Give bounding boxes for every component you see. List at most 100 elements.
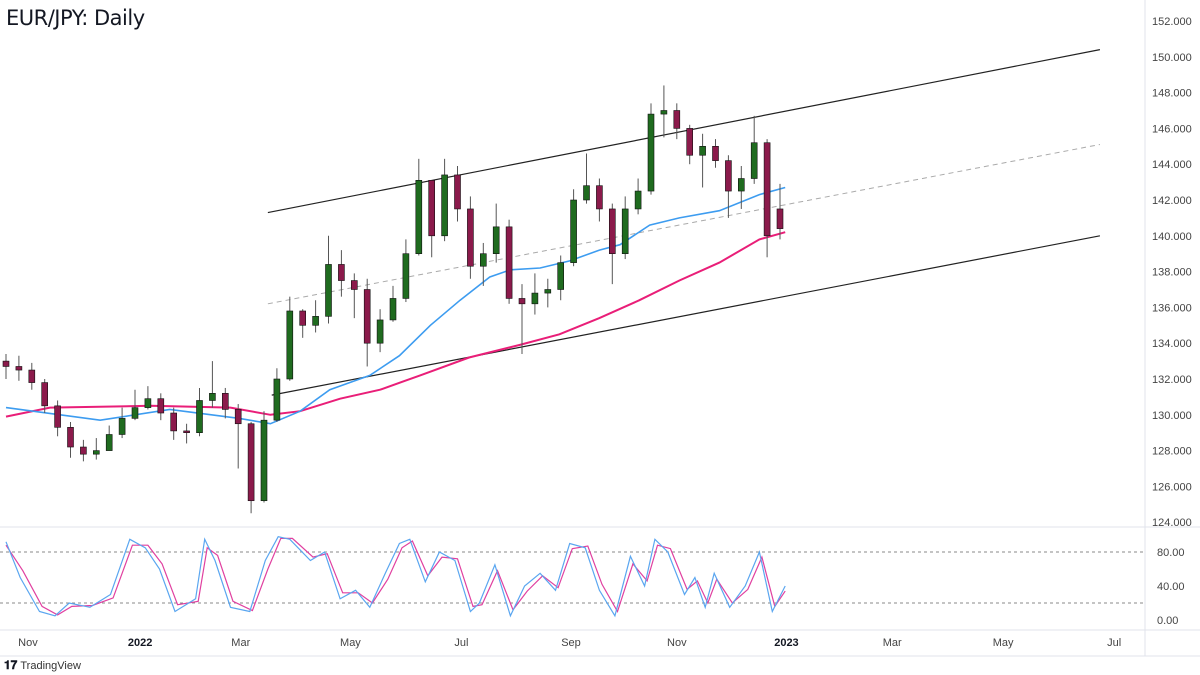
trendlines: [267, 49, 1101, 396]
stoch-tick-label: 40.00: [1157, 581, 1185, 593]
candle-up: [286, 310, 294, 380]
candle-down: [467, 208, 474, 267]
candle-up: [699, 146, 706, 156]
price-tick-label: 148.000: [1152, 88, 1192, 100]
price-tick-label: 138.000: [1152, 267, 1192, 279]
candle-down: [725, 160, 732, 192]
candle-up: [492, 226, 500, 255]
candle-down: [15, 366, 23, 371]
candle-up: [660, 110, 668, 115]
mid-channel-line: [267, 144, 1101, 305]
upper-channel-line: [267, 49, 1101, 214]
candle-down: [157, 398, 165, 414]
stoch-tick-label: 80.00: [1157, 547, 1185, 559]
candle-down: [454, 174, 461, 210]
price-tick-label: 130.000: [1152, 410, 1192, 422]
candle-up: [312, 316, 319, 326]
price-tick-label: 152.000: [1152, 16, 1192, 28]
candle-up: [737, 178, 745, 192]
candle-down: [686, 128, 694, 156]
candle-up: [583, 185, 590, 201]
price-tick-label: 128.000: [1152, 446, 1192, 458]
candle-down: [608, 208, 616, 254]
price-tick-label: 146.000: [1152, 123, 1192, 135]
candle-down: [67, 427, 74, 448]
stoch-d-line: [5, 537, 786, 616]
time-tick-label: Mar: [231, 637, 250, 649]
candle-down: [54, 405, 61, 428]
candle-down: [299, 310, 307, 326]
time-tick-label: Nov: [667, 637, 687, 649]
candle-down: [763, 142, 771, 237]
candle-up: [634, 190, 642, 210]
ma200-line: [5, 231, 786, 418]
time-axis[interactable]: Nov 2022 Mar May Jul Sep Nov 2023 Mar May Jul: [18, 637, 1121, 649]
candle-up: [531, 292, 539, 305]
candle-down: [596, 185, 603, 210]
candle-down: [505, 226, 513, 299]
time-tick-label: 2023: [774, 637, 798, 649]
ma100-line: [5, 186, 786, 425]
candle-down: [673, 110, 681, 129]
stochastic-pane: [0, 536, 1145, 618]
candle-down: [28, 369, 36, 383]
candle-down: [41, 382, 49, 407]
candle-up: [389, 298, 397, 321]
candle-down: [80, 446, 87, 455]
candle-up: [479, 253, 487, 267]
chart-title: EUR/JPY: Daily: [6, 6, 145, 30]
candle-down: [247, 423, 255, 502]
candle-up: [750, 142, 758, 179]
candle-down: [2, 360, 10, 367]
candle-up: [93, 450, 100, 455]
time-tick-label: May: [993, 637, 1014, 649]
time-tick-label: Mar: [883, 637, 902, 649]
candle-up: [105, 434, 113, 451]
candle-up: [144, 398, 152, 408]
brand-label: TradingView: [20, 659, 81, 672]
candle-down: [776, 208, 784, 229]
candle-down: [363, 289, 371, 344]
tradingview-logo[interactable]: 𝟏𝟕 TradingView: [4, 658, 81, 673]
candle-up: [544, 289, 552, 294]
candles: [2, 85, 784, 514]
candle-down: [170, 412, 177, 432]
candle-down: [518, 298, 526, 305]
candle-up: [131, 407, 139, 419]
candle-up: [325, 264, 332, 317]
price-tick-label: 126.000: [1152, 481, 1192, 493]
candle-up: [557, 262, 565, 290]
time-tick-label: Nov: [18, 637, 38, 649]
time-tick-label: Sep: [561, 637, 581, 649]
candle-up: [621, 208, 629, 254]
candle-up: [402, 253, 410, 299]
candle-down: [350, 280, 358, 290]
candle-down: [222, 393, 229, 410]
price-tick-label: 136.000: [1152, 302, 1192, 314]
time-tick-label: Jul: [1107, 637, 1121, 649]
candle-up: [209, 393, 216, 401]
candle-up: [260, 419, 268, 502]
chart-frame: [0, 0, 1200, 657]
price-tick-label: 124.000: [1152, 517, 1192, 529]
lower-channel-line: [271, 235, 1101, 396]
candle-up: [441, 174, 448, 237]
price-axis[interactable]: 152.000 150.000 148.000 146.000 144.000 142.0…: [1152, 16, 1192, 627]
candle-up: [118, 418, 126, 435]
price-tick-label: 140.000: [1152, 231, 1192, 243]
candle-down: [712, 146, 719, 161]
price-tick-label: 144.000: [1152, 159, 1192, 171]
price-tick-label: 134.000: [1152, 338, 1192, 350]
candle-up: [415, 180, 423, 254]
candle-down: [338, 264, 345, 281]
moving-averages: [5, 186, 786, 425]
time-tick-label: Jul: [454, 637, 468, 649]
tradingview-logo-icon: 𝟏𝟕: [4, 658, 18, 672]
candle-down: [234, 409, 242, 425]
stoch-tick-label: 0.00: [1157, 615, 1178, 627]
candle-down: [183, 430, 190, 434]
candle-up: [647, 113, 655, 192]
price-tick-label: 142.000: [1152, 195, 1192, 207]
candle-up: [570, 199, 577, 263]
